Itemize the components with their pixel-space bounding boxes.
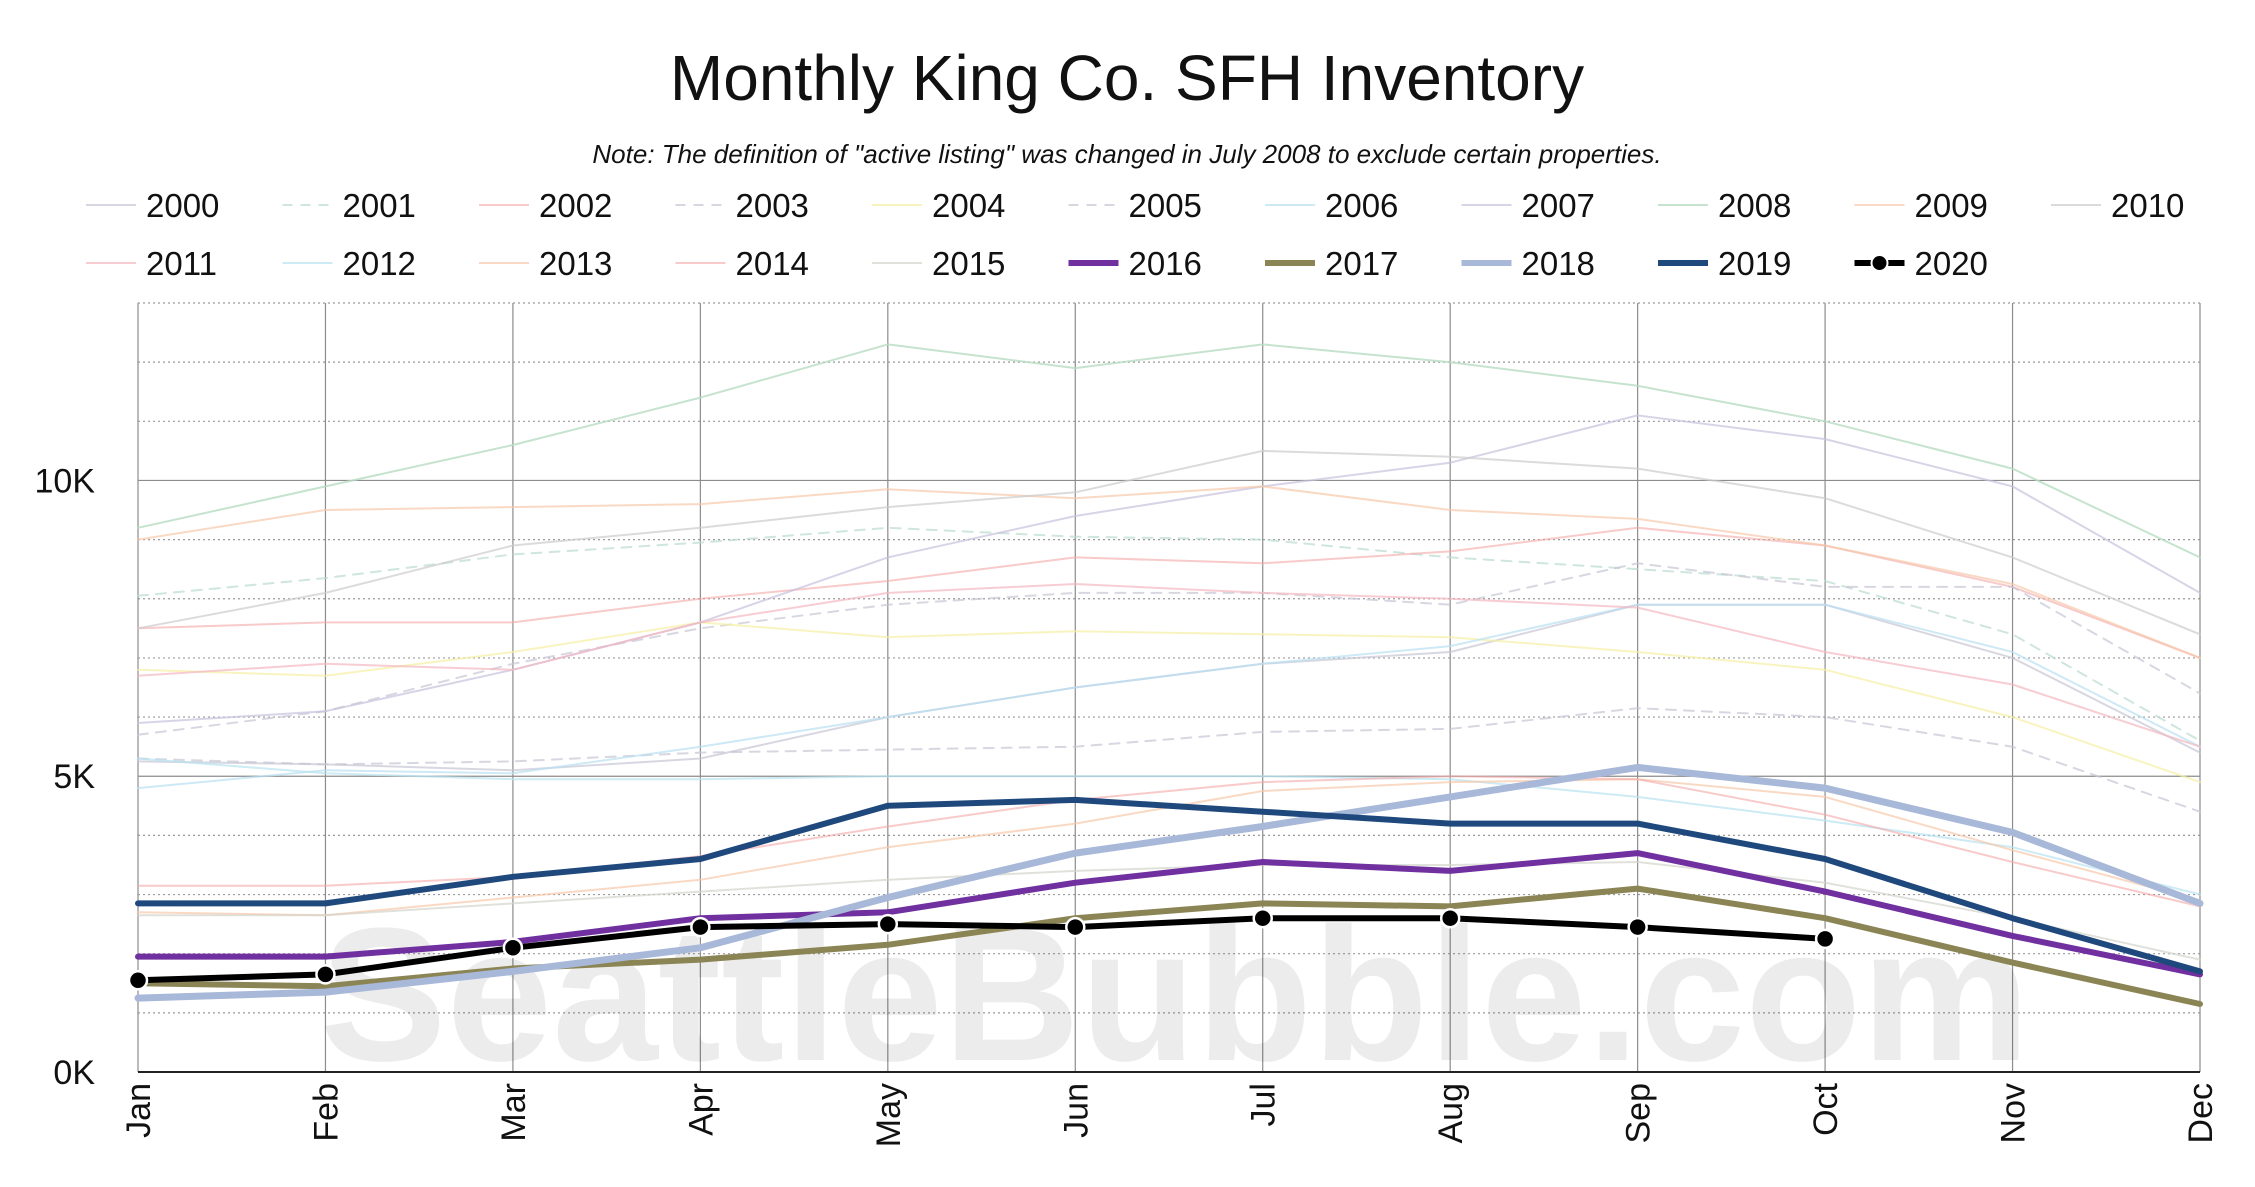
legend-item-2002: 2002 xyxy=(479,187,612,224)
series-line-2009 xyxy=(137,485,2201,659)
legend-label: 2007 xyxy=(1522,187,1595,224)
legend-item-2013: 2013 xyxy=(479,245,612,282)
x-tick-label: Apr xyxy=(682,1083,720,1136)
legend-item-2017: 2017 xyxy=(1265,245,1398,282)
series-line-2000 xyxy=(137,603,2201,772)
marker-2020 xyxy=(877,913,899,935)
x-tick-label: May xyxy=(870,1083,908,1147)
legend-label: 2004 xyxy=(932,187,1005,224)
x-tick-label: Sep xyxy=(1620,1083,1658,1144)
marker-2020 xyxy=(1814,928,1836,950)
y-tick-label: 0K xyxy=(53,1054,95,1092)
legend-item-2006: 2006 xyxy=(1265,187,1398,224)
series-line-2001 xyxy=(137,526,2201,742)
legend-label: 2018 xyxy=(1522,245,1595,282)
legend-label: 2017 xyxy=(1325,245,1398,282)
marker-2020 xyxy=(1065,916,1086,938)
legend-item-2009: 2009 xyxy=(1854,187,1988,224)
legend-marker xyxy=(1870,254,1889,272)
legend: 2000 2001 2002 2003 2004 2005 2006 2007 2008 2009… xyxy=(86,187,2184,282)
series-line-2019 xyxy=(135,796,2203,975)
legend-label: 2001 xyxy=(343,187,416,224)
legend-item-2010: 2010 xyxy=(2051,187,2184,224)
series-lines xyxy=(127,343,2204,1007)
marker-2020 xyxy=(502,937,524,959)
legend-label: 2002 xyxy=(539,187,612,224)
legend-item-2001: 2001 xyxy=(282,187,416,224)
legend-item-2015: 2015 xyxy=(872,245,1005,282)
legend-item-2008: 2008 xyxy=(1658,187,1791,224)
legend-item-2005: 2005 xyxy=(1068,187,1202,224)
series-line-2011 xyxy=(137,583,2201,748)
legend-item-2014: 2014 xyxy=(675,245,809,282)
legend-label: 2013 xyxy=(539,245,612,282)
marker-2020 xyxy=(1627,916,1648,938)
legend-item-2011: 2011 xyxy=(86,245,217,282)
legend-item-2012: 2012 xyxy=(282,245,416,282)
series-line-2010 xyxy=(137,449,2201,636)
legend-label: 2019 xyxy=(1718,245,1791,282)
legend-label: 2010 xyxy=(2111,187,2184,224)
legend-item-2019: 2019 xyxy=(1658,245,1791,282)
x-tick-label: Dec xyxy=(2182,1083,2220,1143)
series-line-2007 xyxy=(137,414,2201,724)
legend-label: 2020 xyxy=(1915,245,1988,282)
x-tick-label: Feb xyxy=(307,1083,345,1142)
series-line-2004 xyxy=(137,621,2201,784)
legend-item-2020: 2020 xyxy=(1854,245,1988,282)
series-line-2006 xyxy=(137,603,2201,790)
chart-title: Monthly King Co. SFH Inventory xyxy=(670,42,1584,114)
x-tick-label: Oct xyxy=(1807,1082,1845,1135)
x-tick-label: Jan xyxy=(120,1083,158,1138)
series-line-2020 xyxy=(135,915,1829,984)
axes: 0K 5K 10K Jan Feb Mar Apr May Jun Jul Aug Sep Oct Nov… xyxy=(35,462,2221,1147)
x-tick-label: Jun xyxy=(1057,1083,1095,1138)
y-tick-label: 10K xyxy=(35,462,96,500)
marker-2020 xyxy=(1252,907,1273,929)
marker-2020 xyxy=(1439,907,1461,929)
legend-label: 2008 xyxy=(1718,187,1791,224)
legend-label: 2016 xyxy=(1129,245,1202,282)
series-line-2012 xyxy=(137,757,2201,896)
legend-item-2004: 2004 xyxy=(872,187,1005,224)
legend-label: 2015 xyxy=(932,245,1005,282)
marker-2020 xyxy=(127,970,149,991)
marker-2020 xyxy=(690,916,711,938)
marker-2020 xyxy=(315,964,336,985)
series-line-2015 xyxy=(137,861,2201,961)
legend-item-2018: 2018 xyxy=(1461,245,1595,282)
series-line-2008 xyxy=(137,343,2201,559)
legend-label: 2005 xyxy=(1129,187,1202,224)
gridlines xyxy=(137,302,2201,1072)
legend-item-2003: 2003 xyxy=(675,187,809,224)
series-line-2005 xyxy=(137,707,2201,813)
legend-label: 2003 xyxy=(736,187,809,224)
y-tick-label: 5K xyxy=(53,758,95,796)
chart-subtitle: Note: The definition of "active listing"… xyxy=(592,139,1661,169)
series-line-2016 xyxy=(135,850,2203,978)
legend-item-2000: 2000 xyxy=(86,187,219,224)
x-tick-label: Aug xyxy=(1432,1083,1470,1144)
x-tick-label: Mar xyxy=(495,1083,533,1142)
legend-label: 2014 xyxy=(736,245,809,282)
legend-label: 2011 xyxy=(146,245,217,282)
series-line-2018 xyxy=(134,763,2204,1002)
legend-item-2016: 2016 xyxy=(1068,245,1202,282)
x-tick-label: Nov xyxy=(1995,1083,2033,1143)
legend-label: 2012 xyxy=(343,245,416,282)
legend-item-2007: 2007 xyxy=(1461,187,1595,224)
legend-label: 2009 xyxy=(1915,187,1988,224)
x-tick-label: Jul xyxy=(1245,1083,1283,1126)
series-line-2003 xyxy=(137,562,2201,736)
legend-label: 2006 xyxy=(1325,187,1398,224)
legend-label: 2000 xyxy=(146,187,219,224)
